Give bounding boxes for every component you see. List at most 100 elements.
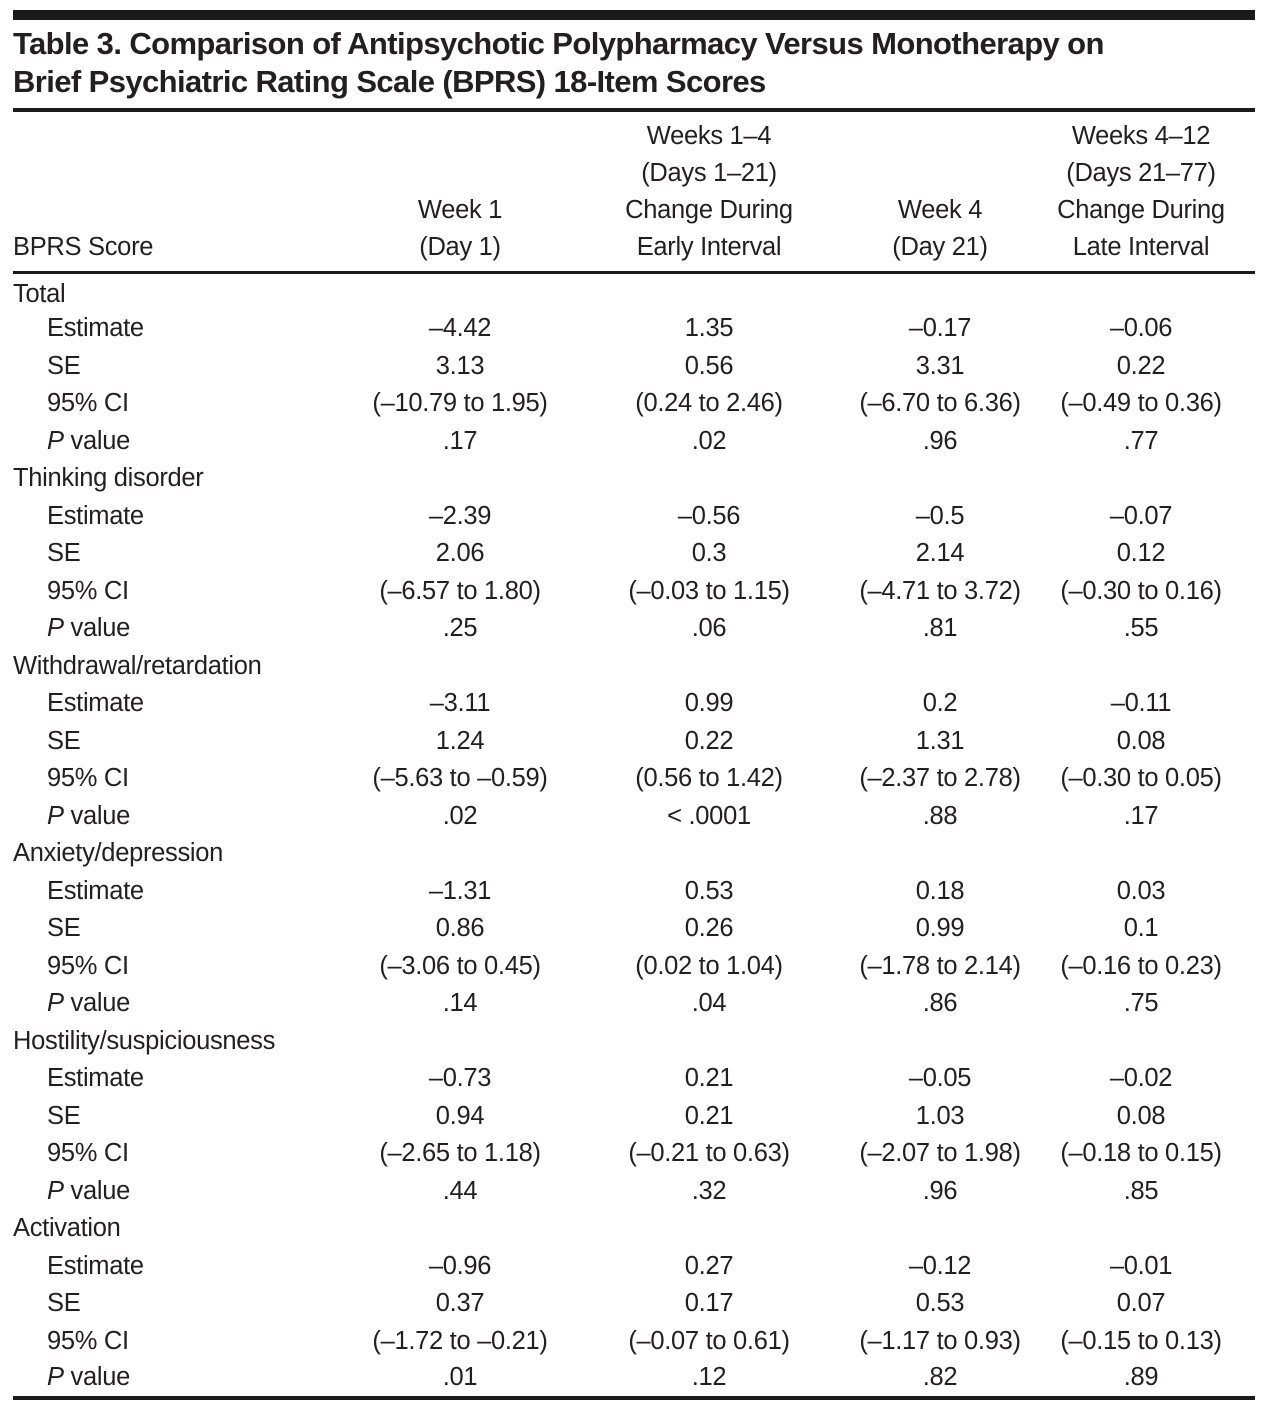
empty-cell	[853, 1210, 1027, 1248]
stat-cell: (–0.49 to 0.36)	[1060, 389, 1222, 418]
empty-cell	[355, 1023, 565, 1061]
row-label: SE	[47, 1101, 81, 1130]
stat-cell: (–0.30 to 0.16)	[1060, 576, 1222, 605]
stat-cell: .89	[1123, 1363, 1159, 1392]
row-label: Estimate	[47, 876, 144, 905]
row-label: Estimate	[47, 1251, 144, 1280]
stat-cell: (–2.07 to 1.98)	[859, 1139, 1021, 1168]
column-header-weeks4-12: Weeks 4–12 (Days 21–77) Change During Late …	[1027, 112, 1255, 273]
stat-row: 95% CI (–5.63 to –0.59) (0.56 to 1.42) (–2.…	[13, 760, 1255, 798]
column-header-week4: Week 4 (Day 21)	[853, 112, 1027, 273]
column-header-line: (Day 21)	[892, 233, 988, 261]
stat-row: 95% CI (–6.57 to 1.80) (–0.03 to 1.15) (–4.…	[13, 573, 1255, 611]
empty-cell	[1027, 273, 1255, 311]
section-name: Anxiety/depression	[13, 839, 224, 868]
row-label: 95% CI	[47, 1326, 129, 1355]
stat-row: Estimate –0.73 0.21 –0.05 –0.02	[13, 1060, 1255, 1098]
stat-cell: –0.11	[1110, 689, 1172, 718]
empty-cell	[355, 648, 565, 686]
stat-cell: (–4.71 to 3.72)	[859, 576, 1021, 605]
bprs-table: BPRS Score Week 1 (Day 1) Weeks 1–4 (Days …	[13, 112, 1255, 1400]
section-header-row: Anxiety/depression	[13, 835, 1255, 873]
row-label: P value	[47, 426, 130, 455]
stat-cell: –0.73	[428, 1064, 492, 1093]
stat-cell: –0.07	[1109, 501, 1173, 530]
stat-cell: .85	[1123, 1176, 1159, 1205]
stat-cell: 0.53	[684, 876, 734, 905]
stat-cell: 1.03	[915, 1101, 965, 1130]
row-label: 95% CI	[47, 389, 129, 418]
stat-cell: .02	[442, 801, 478, 830]
stat-cell: .06	[691, 614, 727, 643]
stat-cell: .88	[922, 801, 958, 830]
stat-cell: (0.56 to 1.42)	[635, 764, 783, 793]
stat-cell: (–0.18 to 0.15)	[1060, 1139, 1222, 1168]
empty-cell	[565, 1023, 853, 1061]
empty-cell	[565, 835, 853, 873]
stat-cell: 0.12	[1116, 539, 1166, 568]
column-header-line: Week 4	[897, 196, 983, 224]
row-label: SE	[47, 351, 81, 380]
stat-cell: (–0.07 to 0.61)	[628, 1326, 790, 1355]
stat-cell: (–1.17 to 0.93)	[859, 1326, 1021, 1355]
table-title-line-2: Brief Psychiatric Rating Scale (BPRS) 18…	[13, 64, 766, 99]
empty-cell	[565, 273, 853, 311]
stat-cell: –0.05	[908, 1064, 972, 1093]
italic-p-symbol: P	[47, 426, 64, 455]
section-header-row: Thinking disorder	[13, 460, 1255, 498]
column-header-line: Late Interval	[1072, 233, 1210, 261]
stat-row: P value .44 .32 .96 .85	[13, 1173, 1255, 1211]
row-label: SE	[47, 1289, 81, 1318]
stat-cell: .17	[1123, 801, 1159, 830]
row-label: P value	[47, 1176, 130, 1205]
stat-cell: 1.35	[684, 314, 734, 343]
section-header-row: Withdrawal/retardation	[13, 648, 1255, 686]
stat-row: SE 0.37 0.17 0.53 0.07	[13, 1285, 1255, 1323]
column-header-line: Early Interval	[636, 233, 782, 261]
column-header-line: Change During	[1057, 196, 1225, 224]
stat-row: SE 2.06 0.3 2.14 0.12	[13, 535, 1255, 573]
column-header-line: Change During	[625, 196, 793, 224]
stat-row: 95% CI (–3.06 to 0.45) (0.02 to 1.04) (–1.7…	[13, 948, 1255, 986]
stat-cell: 0.53	[915, 1289, 965, 1318]
section-name: Activation	[13, 1214, 121, 1243]
stat-row: Estimate –2.39 –0.56 –0.5 –0.07	[13, 498, 1255, 536]
stat-cell: 0.08	[1116, 1101, 1166, 1130]
stat-cell: (–6.57 to 1.80)	[379, 576, 541, 605]
stat-cell: (–0.30 to 0.05)	[1060, 764, 1222, 793]
empty-cell	[565, 1210, 853, 1248]
stat-cell: –0.12	[908, 1251, 972, 1280]
row-label: 95% CI	[47, 951, 129, 980]
row-label: SE	[47, 914, 81, 943]
stat-cell: 2.14	[915, 539, 965, 568]
row-label: P value	[47, 801, 130, 830]
stat-cell: –0.96	[428, 1251, 492, 1280]
stat-cell: .77	[1123, 426, 1159, 455]
stat-cell: (–2.37 to 2.78)	[859, 764, 1021, 793]
stat-row: SE 0.94 0.21 1.03 0.08	[13, 1098, 1255, 1136]
stat-cell: (–6.70 to 6.36)	[859, 389, 1021, 418]
stat-cell: –0.56	[677, 501, 741, 530]
empty-cell	[1027, 648, 1255, 686]
stat-cell: .75	[1123, 989, 1159, 1018]
stat-row: P value .02 < .0001 .88 .17	[13, 798, 1255, 836]
stat-cell: 0.08	[1116, 726, 1166, 755]
stat-cell: 0.99	[684, 689, 734, 718]
stat-cell: 0.26	[684, 914, 734, 943]
table-top-bar	[13, 10, 1255, 20]
table-header: BPRS Score Week 1 (Day 1) Weeks 1–4 (Days …	[13, 112, 1255, 273]
empty-cell	[565, 460, 853, 498]
stat-cell: 0.17	[684, 1289, 734, 1318]
stat-row: Estimate –0.96 0.27 –0.12 –0.01	[13, 1248, 1255, 1286]
stat-cell: 1.24	[435, 726, 485, 755]
stat-cell: 2.06	[435, 539, 485, 568]
title-rule	[13, 108, 1255, 112]
stat-cell: (–1.72 to –0.21)	[372, 1326, 548, 1355]
empty-cell	[355, 835, 565, 873]
stat-cell: –0.17	[908, 314, 972, 343]
stat-cell: –4.42	[428, 314, 492, 343]
stat-cell: –0.02	[1109, 1064, 1173, 1093]
stat-cell: 0.56	[684, 351, 734, 380]
stat-cell: .44	[442, 1176, 478, 1205]
stat-cell: (–0.21 to 0.63)	[628, 1139, 790, 1168]
